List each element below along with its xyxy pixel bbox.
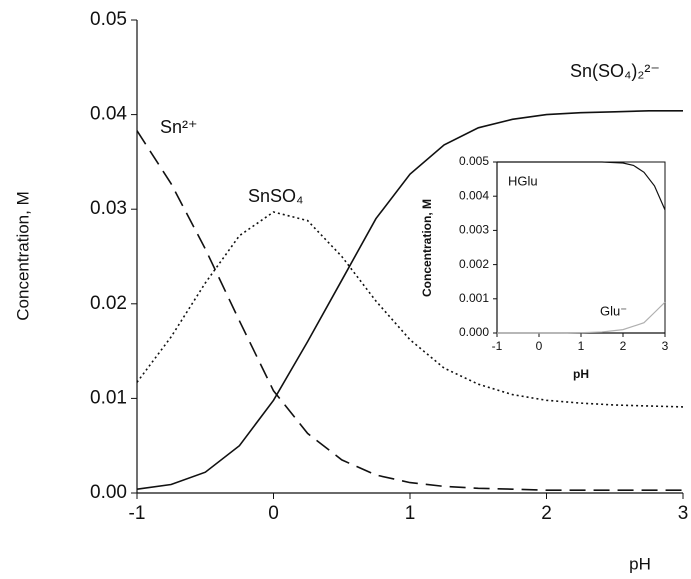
- series-line: [136, 211, 684, 408]
- series-line: [497, 301, 666, 334]
- inset-frame: [496, 161, 666, 334]
- y-tick-label: 0.005: [459, 154, 489, 168]
- series-label: Glu⁻: [600, 303, 627, 318]
- y-tick-label: 0.001: [459, 291, 489, 305]
- y-tick-label: 0.04: [90, 104, 127, 125]
- x-tick-label: 3: [662, 339, 669, 353]
- y-tick-label: 0.00: [90, 482, 127, 503]
- y-axis-label: Concentration, M: [13, 191, 32, 320]
- y-tick-label: 0.02: [90, 293, 127, 314]
- x-axis-label: pH: [573, 367, 589, 381]
- y-tick-label: 0.003: [459, 223, 489, 237]
- series-label: Sn(SO₄)₂²⁻: [570, 61, 660, 81]
- x-tick-label: 0: [268, 503, 279, 524]
- series-label: SnSO₄: [248, 186, 303, 206]
- series-line: [497, 161, 666, 211]
- x-tick-label: 2: [620, 339, 627, 353]
- x-tick-label: 3: [678, 503, 689, 524]
- x-tick-label: 1: [405, 503, 416, 524]
- x-tick-label: 2: [541, 503, 552, 524]
- y-tick-label: 0.03: [90, 198, 127, 219]
- x-axis-label: pH: [629, 554, 651, 573]
- x-tick-label: -1: [492, 339, 503, 353]
- y-tick-label: 0.002: [459, 257, 489, 271]
- series-line: [136, 110, 683, 490]
- x-tick-label: 1: [578, 339, 585, 353]
- y-tick-label: 0.05: [90, 9, 127, 30]
- x-tick-label: 0: [536, 339, 543, 353]
- series-label: HGlu: [508, 173, 538, 188]
- y-tick-label: 0.004: [459, 188, 489, 202]
- series-label: Sn²⁺: [160, 117, 198, 137]
- y-tick-label: 0.000: [459, 325, 489, 339]
- x-tick-label: -1: [129, 503, 146, 524]
- series-line: [136, 130, 683, 491]
- y-tick-label: 0.01: [90, 387, 127, 408]
- y-axis-label: Concentration, M: [420, 199, 434, 297]
